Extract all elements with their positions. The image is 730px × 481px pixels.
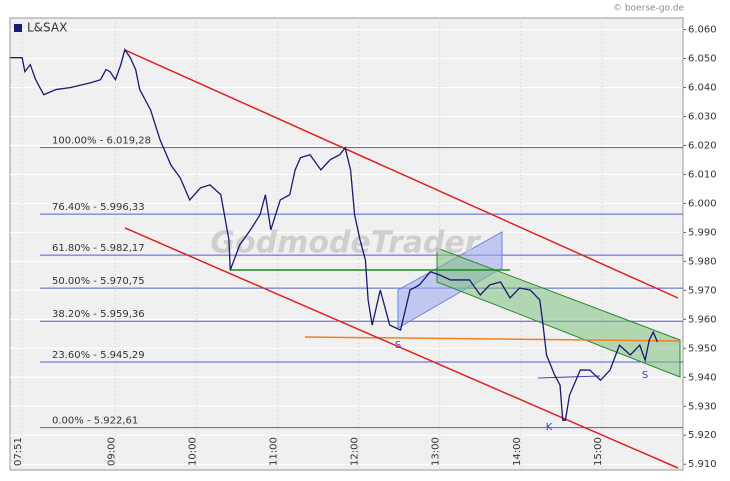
- y-tick-label: 5.930: [688, 401, 717, 412]
- x-tick-label: 11:00: [269, 437, 280, 466]
- x-tick-label: 12:00: [350, 437, 361, 466]
- y-tick-label: 5.960: [688, 314, 717, 325]
- y-tick-label: 5.940: [688, 372, 717, 383]
- y-tick-label: 6.000: [688, 198, 717, 209]
- y-tick-label: 5.920: [688, 430, 717, 441]
- y-tick-label: 5.990: [688, 227, 717, 238]
- legend-swatch: [14, 24, 22, 32]
- x-tick-label: 07:51: [13, 437, 24, 466]
- fib-label: 61.80% - 5.982,17: [52, 243, 145, 254]
- y-tick-label: 6.010: [688, 169, 717, 180]
- price-line: [10, 48, 658, 421]
- resistance-line: [304, 336, 681, 342]
- y-tick-label: 5.950: [688, 343, 717, 354]
- annotation: K: [546, 422, 553, 433]
- plot-area: [9, 17, 684, 471]
- x-tick-label: 10:00: [187, 437, 198, 466]
- fib-label: 23.60% - 5.945,29: [52, 350, 145, 361]
- short-line: [537, 375, 601, 379]
- legend-label: L&SAX: [27, 21, 67, 35]
- y-tick-label: 5.980: [688, 256, 717, 267]
- y-tick-label: 5.910: [688, 459, 717, 470]
- y-tick-label: 6.020: [688, 140, 717, 151]
- fib-label: 50.00% - 5.970,75: [52, 276, 145, 287]
- x-tick-label: 15:00: [593, 437, 604, 466]
- x-tick-label: 14:00: [512, 437, 523, 466]
- y-tick-label: 6.050: [688, 54, 717, 65]
- source: © boerse-go.de: [613, 4, 684, 14]
- y-tick-label: 5.970: [688, 285, 717, 296]
- x-tick-label: 13:00: [431, 437, 442, 466]
- watermark: GodmodeTrader: [210, 226, 481, 261]
- annotation: S: [395, 340, 401, 351]
- fib-label: 76.40% - 5.996,33: [52, 202, 145, 213]
- upper-trend: [124, 49, 679, 299]
- fib-label: 100.00% - 6.019,28: [52, 136, 151, 147]
- lower-trend: [124, 227, 679, 469]
- y-tick-label: 6.060: [688, 25, 717, 36]
- y-tick-label: 6.040: [688, 83, 717, 94]
- annotation: S: [642, 370, 648, 381]
- fib-label: 38.20% - 5.959,36: [52, 309, 145, 320]
- y-tick-label: 6.030: [688, 112, 717, 123]
- x-tick-label: 09:00: [106, 437, 117, 466]
- fib-label: 0.00% - 5.922,61: [52, 416, 138, 427]
